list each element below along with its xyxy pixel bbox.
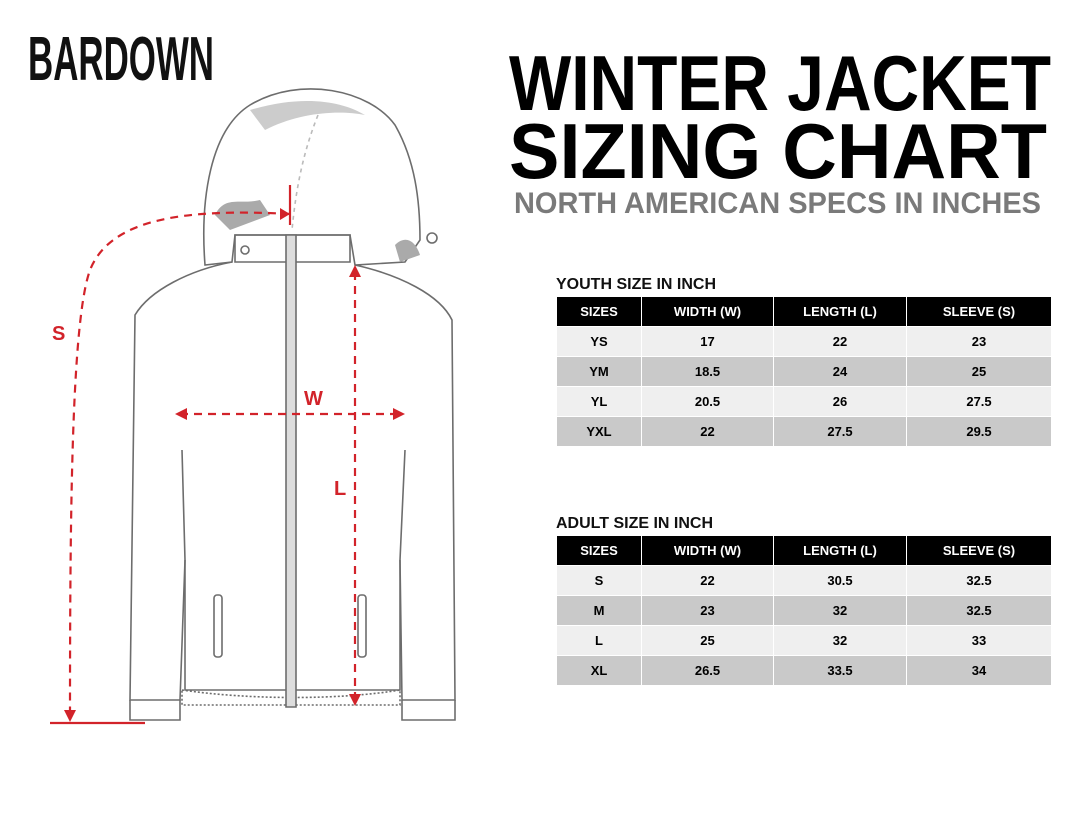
arrowheads <box>64 208 405 722</box>
jacket-drawing <box>129 88 456 721</box>
table-row: M 23 32 32.5 <box>556 595 1052 626</box>
column-header: SLEEVE (S) <box>906 535 1052 566</box>
measure-cell: 18.5 <box>641 356 774 387</box>
measure-cell: 26.5 <box>641 655 774 686</box>
header-row: SIZES WIDTH (W) LENGTH (L) SLEEVE (S) <box>556 296 1052 327</box>
brand-logo: BARDOWN <box>28 25 214 94</box>
measure-cell: 22 <box>773 326 907 357</box>
size-table: SIZES WIDTH (W) LENGTH (L) SLEEVE (S) YS 17 22… <box>556 296 1052 447</box>
table-row: YL 20.5 26 27.5 <box>556 386 1052 417</box>
table-row: XL 26.5 33.5 34 <box>556 655 1052 686</box>
measure-cell: 25 <box>906 356 1052 387</box>
size-cell: L <box>556 625 642 656</box>
measure-cell: 32 <box>773 625 907 656</box>
size-table-block: ADULT SIZE IN INCH SIZES WIDTH (W) LENGTH (… <box>556 515 1052 686</box>
title-line: WINTER JACKET <box>509 39 1051 127</box>
column-header: LENGTH (L) <box>773 535 907 566</box>
column-header: WIDTH (W) <box>641 296 774 327</box>
size-table: SIZES WIDTH (W) LENGTH (L) SLEEVE (S) S 22 30.… <box>556 535 1052 686</box>
measure-cell: 22 <box>641 565 774 596</box>
measure-cell: 25 <box>641 625 774 656</box>
column-header: WIDTH (W) <box>641 535 774 566</box>
size-cell: YM <box>556 356 642 387</box>
measure-cell: 27.5 <box>773 416 907 447</box>
header-row: SIZES WIDTH (W) LENGTH (L) SLEEVE (S) <box>556 535 1052 566</box>
size-cell: M <box>556 595 642 626</box>
subtitle: NORTH AMERICAN SPECS IN INCHES <box>514 187 1041 220</box>
width-label: W <box>304 388 323 410</box>
measure-lines <box>50 185 400 725</box>
measure-cell: 32 <box>773 595 907 626</box>
measure-cell: 22 <box>641 416 774 447</box>
column-header: SIZES <box>556 535 642 566</box>
measure-cell: 17 <box>641 326 774 357</box>
measure-cell: 33.5 <box>773 655 907 686</box>
measure-cell: 34 <box>906 655 1052 686</box>
column-header: SLEEVE (S) <box>906 296 1052 327</box>
measure-cell: 30.5 <box>773 565 907 596</box>
size-cell: S <box>556 565 642 596</box>
measure-cell: 29.5 <box>906 416 1052 447</box>
measure-cell: 20.5 <box>641 386 774 417</box>
measure-cell: 27.5 <box>906 386 1052 417</box>
size-cell: XL <box>556 655 642 686</box>
size-table-block: YOUTH SIZE IN INCH SIZES WIDTH (W) LENGTH (… <box>556 276 1052 447</box>
size-cell: YL <box>556 386 642 417</box>
table-row: YS 17 22 23 <box>556 326 1052 357</box>
measure-cell: 26 <box>773 386 907 417</box>
table-row: YM 18.5 24 25 <box>556 356 1052 387</box>
column-header: SIZES <box>556 296 642 327</box>
table-heading: ADULT SIZE IN INCH <box>556 515 714 532</box>
table-heading: YOUTH SIZE IN INCH <box>556 276 717 293</box>
measure-cell: 23 <box>906 326 1052 357</box>
size-cell: YXL <box>556 416 642 447</box>
column-header: LENGTH (L) <box>773 296 907 327</box>
table-row: YXL 22 27.5 29.5 <box>556 416 1052 447</box>
table-row: L 25 32 33 <box>556 625 1052 656</box>
measure-cell: 32.5 <box>906 595 1052 626</box>
measure-cell: 24 <box>773 356 907 387</box>
size-cell: YS <box>556 326 642 357</box>
table-row: S 22 30.5 32.5 <box>556 565 1052 596</box>
length-label: L <box>334 478 346 500</box>
title-line: SIZING CHART <box>509 107 1047 195</box>
sleeve-label: S <box>52 323 65 345</box>
measure-cell: 33 <box>906 625 1052 656</box>
measure-cell: 32.5 <box>906 565 1052 596</box>
measure-cell: 23 <box>641 595 774 626</box>
